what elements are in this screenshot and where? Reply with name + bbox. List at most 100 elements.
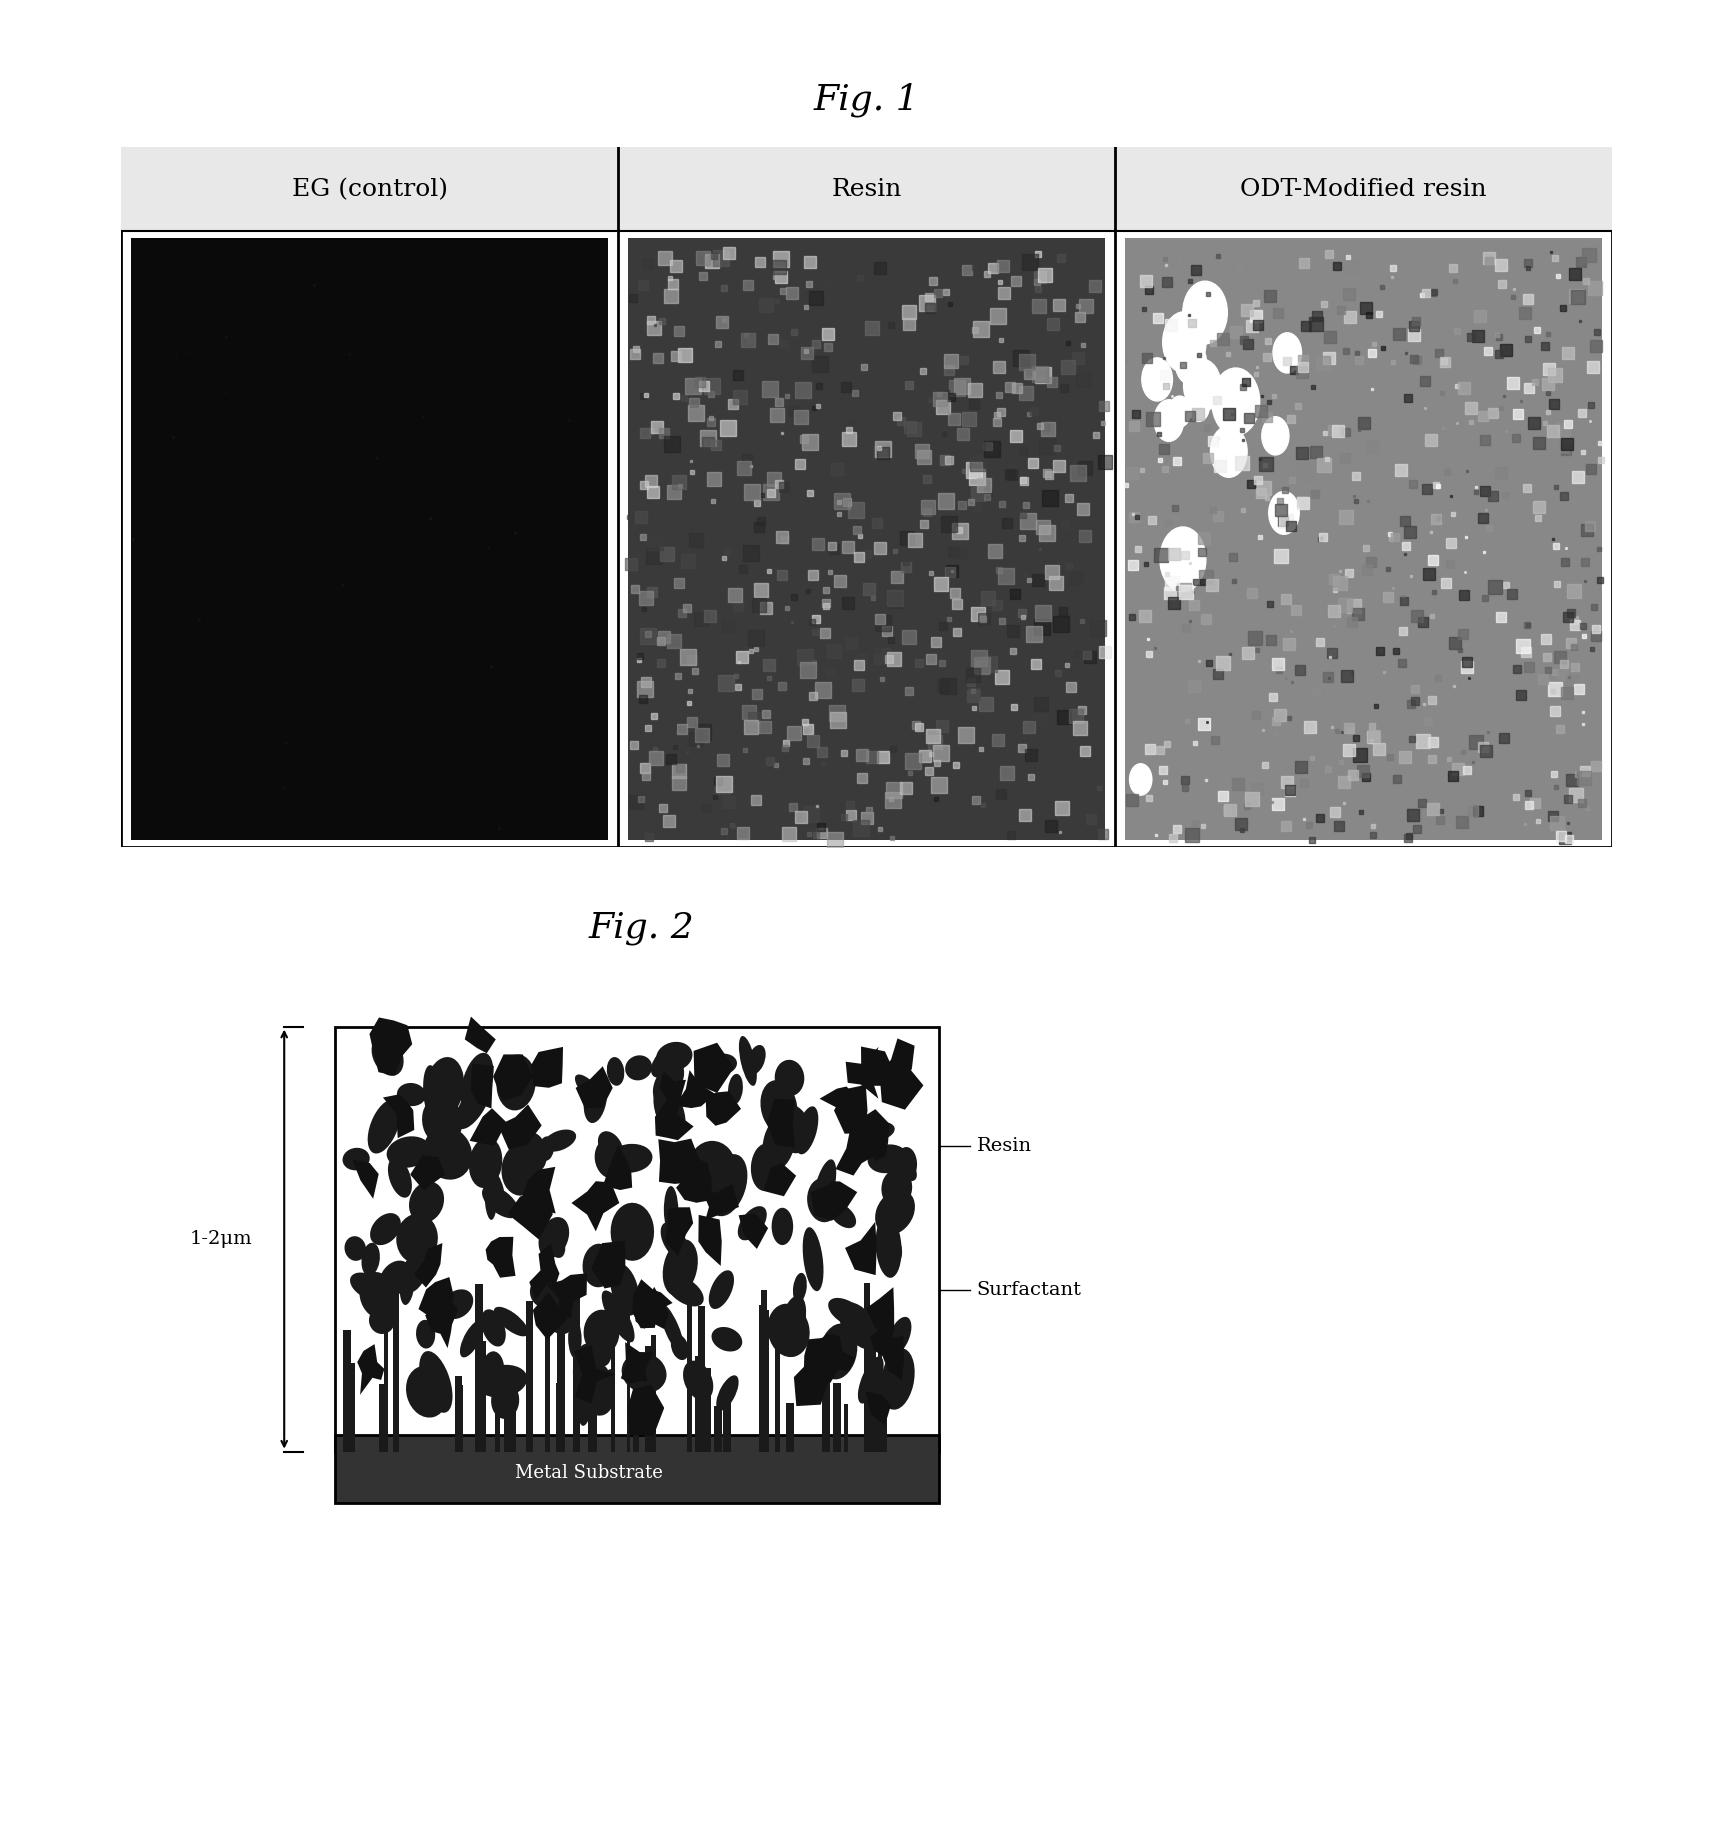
Polygon shape (530, 1048, 563, 1088)
Polygon shape (485, 1237, 514, 1278)
Bar (759, 1305, 762, 1451)
Ellipse shape (608, 1143, 651, 1173)
Ellipse shape (456, 1079, 490, 1129)
Polygon shape (497, 1105, 542, 1149)
Bar (556, 1383, 565, 1451)
Ellipse shape (400, 1259, 416, 1305)
Ellipse shape (397, 1083, 426, 1106)
Polygon shape (471, 1064, 494, 1108)
Ellipse shape (469, 1138, 502, 1187)
Bar (475, 1283, 483, 1451)
Bar (480, 1342, 485, 1451)
Bar (334, 1434, 939, 1502)
Ellipse shape (610, 1263, 639, 1316)
Ellipse shape (771, 1208, 793, 1245)
Ellipse shape (573, 1344, 603, 1403)
Ellipse shape (594, 1344, 611, 1366)
Polygon shape (532, 1292, 566, 1340)
Bar (121, 147, 1611, 232)
Ellipse shape (416, 1320, 435, 1349)
Ellipse shape (345, 1235, 365, 1261)
Ellipse shape (738, 1036, 757, 1086)
Polygon shape (882, 1038, 914, 1101)
Ellipse shape (423, 1095, 462, 1145)
Ellipse shape (539, 1217, 568, 1257)
Ellipse shape (495, 1055, 535, 1110)
Polygon shape (819, 1086, 857, 1114)
Bar (698, 1305, 705, 1451)
Polygon shape (572, 1182, 618, 1232)
Bar (457, 1384, 462, 1451)
Polygon shape (369, 1018, 412, 1075)
Ellipse shape (423, 1066, 442, 1121)
Ellipse shape (868, 1324, 892, 1357)
Ellipse shape (367, 1099, 400, 1154)
Polygon shape (700, 1184, 738, 1221)
Ellipse shape (887, 1316, 911, 1355)
Bar (343, 1331, 352, 1451)
Polygon shape (693, 1042, 734, 1094)
Ellipse shape (539, 1136, 554, 1162)
Bar (714, 1407, 722, 1451)
Ellipse shape (343, 1147, 369, 1171)
Ellipse shape (371, 1213, 400, 1245)
Text: Resin: Resin (831, 179, 901, 201)
Ellipse shape (350, 1272, 388, 1302)
Circle shape (1273, 333, 1301, 374)
Bar (878, 1318, 882, 1451)
Text: 1-2μm: 1-2μm (189, 1230, 251, 1248)
Polygon shape (660, 1071, 686, 1117)
Ellipse shape (359, 1272, 395, 1318)
Ellipse shape (594, 1140, 625, 1178)
Ellipse shape (542, 1130, 575, 1152)
Polygon shape (675, 1158, 712, 1202)
Polygon shape (845, 1222, 876, 1276)
Bar (558, 1313, 565, 1451)
Ellipse shape (575, 1075, 604, 1106)
Polygon shape (658, 1138, 700, 1184)
Ellipse shape (568, 1318, 582, 1359)
Ellipse shape (520, 1132, 547, 1173)
Ellipse shape (688, 1141, 736, 1195)
Ellipse shape (601, 1291, 634, 1342)
Ellipse shape (419, 1351, 452, 1412)
Ellipse shape (371, 1035, 404, 1075)
Text: Metal Substrate: Metal Substrate (514, 1464, 663, 1482)
Ellipse shape (712, 1327, 741, 1351)
Ellipse shape (582, 1245, 615, 1287)
Circle shape (1268, 492, 1299, 534)
Ellipse shape (760, 1081, 797, 1134)
Ellipse shape (547, 1232, 565, 1257)
Ellipse shape (490, 1383, 520, 1419)
Ellipse shape (708, 1270, 734, 1309)
Polygon shape (424, 1298, 457, 1348)
Polygon shape (675, 1070, 715, 1108)
Circle shape (1188, 392, 1209, 422)
Ellipse shape (546, 1291, 578, 1335)
Polygon shape (464, 1016, 495, 1053)
Polygon shape (352, 1160, 379, 1198)
Ellipse shape (423, 1127, 471, 1180)
Ellipse shape (793, 1272, 807, 1303)
Polygon shape (861, 1046, 892, 1086)
Polygon shape (573, 1344, 615, 1403)
Ellipse shape (875, 1189, 914, 1235)
Bar (385, 1300, 388, 1451)
Bar (764, 1309, 769, 1451)
Bar (774, 1311, 779, 1451)
Ellipse shape (767, 1303, 809, 1357)
Bar (843, 1405, 847, 1451)
Circle shape (1211, 425, 1247, 477)
Circle shape (1141, 357, 1173, 401)
Bar (695, 1357, 700, 1451)
Ellipse shape (610, 1202, 653, 1261)
Bar (495, 1360, 501, 1451)
Circle shape (1167, 396, 1190, 427)
Bar (627, 1313, 630, 1451)
Circle shape (1211, 368, 1259, 436)
Ellipse shape (589, 1366, 610, 1405)
Bar (686, 1401, 691, 1451)
Bar (821, 1348, 826, 1451)
Ellipse shape (746, 1046, 766, 1075)
Bar (701, 1368, 710, 1451)
